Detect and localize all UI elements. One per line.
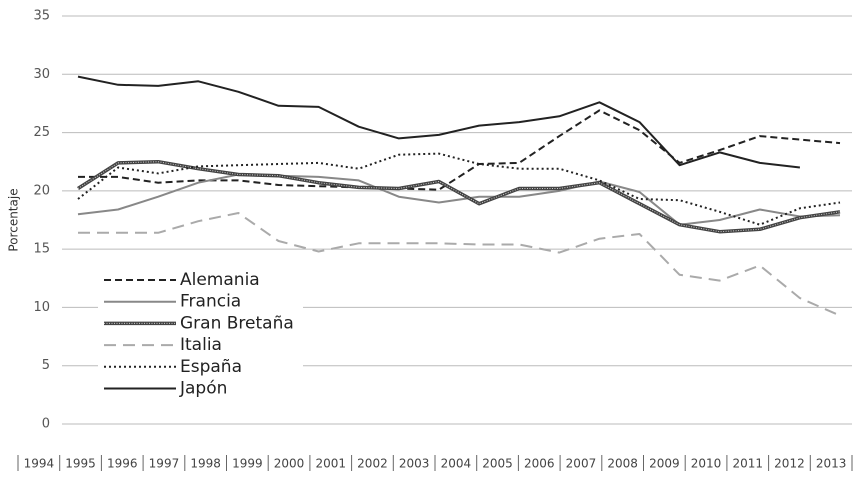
y-tick-label: 35 <box>33 9 50 24</box>
legend-label: España <box>180 357 242 377</box>
y-tick-label: 0 <box>42 417 50 432</box>
x-tick-label: 2012 <box>774 457 805 471</box>
x-tick-label: 2002 <box>357 457 388 471</box>
x-tick-label: 1994 <box>24 457 55 471</box>
y-tick-label: 30 <box>33 67 50 82</box>
line-series <box>77 75 801 169</box>
x-tick-label: 2008 <box>607 457 638 471</box>
x-tick-label: 2013 <box>816 457 847 471</box>
x-tick-label: 2004 <box>441 457 472 471</box>
x-tick-label: 1998 <box>190 457 221 471</box>
x-tick-label: 2001 <box>315 457 346 471</box>
y-tick-label: 15 <box>33 242 50 257</box>
line-series <box>77 152 841 226</box>
legend-label: Japón <box>179 379 227 399</box>
line-series <box>78 109 841 191</box>
y-tick-label: 5 <box>42 358 50 373</box>
x-tick-label: 2011 <box>732 457 763 471</box>
y-tick-label: 25 <box>33 125 50 140</box>
line-stripe <box>77 161 841 233</box>
x-tick-label: 2010 <box>691 457 722 471</box>
x-tick-label: 2000 <box>274 457 305 471</box>
y-axis-label: Porcentaje <box>7 188 21 251</box>
legend-box <box>98 270 303 408</box>
legend-label: Alemania <box>180 270 260 290</box>
x-tick-label: 2005 <box>482 457 513 471</box>
line-series <box>77 159 841 234</box>
legend-label: Italia <box>180 335 222 355</box>
line-series <box>78 212 841 317</box>
x-tick-label: 2007 <box>566 457 597 471</box>
line-series <box>77 173 841 226</box>
y-tick-label: 20 <box>33 183 50 198</box>
legend-label: Francia <box>180 292 241 312</box>
x-tick-label: 1997 <box>149 457 180 471</box>
x-tick-label: 1999 <box>232 457 263 471</box>
y-tick-label: 10 <box>33 300 50 315</box>
x-tick-label: 2006 <box>524 457 555 471</box>
x-tick-label: 2009 <box>649 457 680 471</box>
x-tick-label: 1995 <box>65 457 96 471</box>
x-tick-label: 2003 <box>399 457 430 471</box>
legend-label: Gran Bretaña <box>180 313 294 333</box>
x-tick-label: 1996 <box>107 457 138 471</box>
